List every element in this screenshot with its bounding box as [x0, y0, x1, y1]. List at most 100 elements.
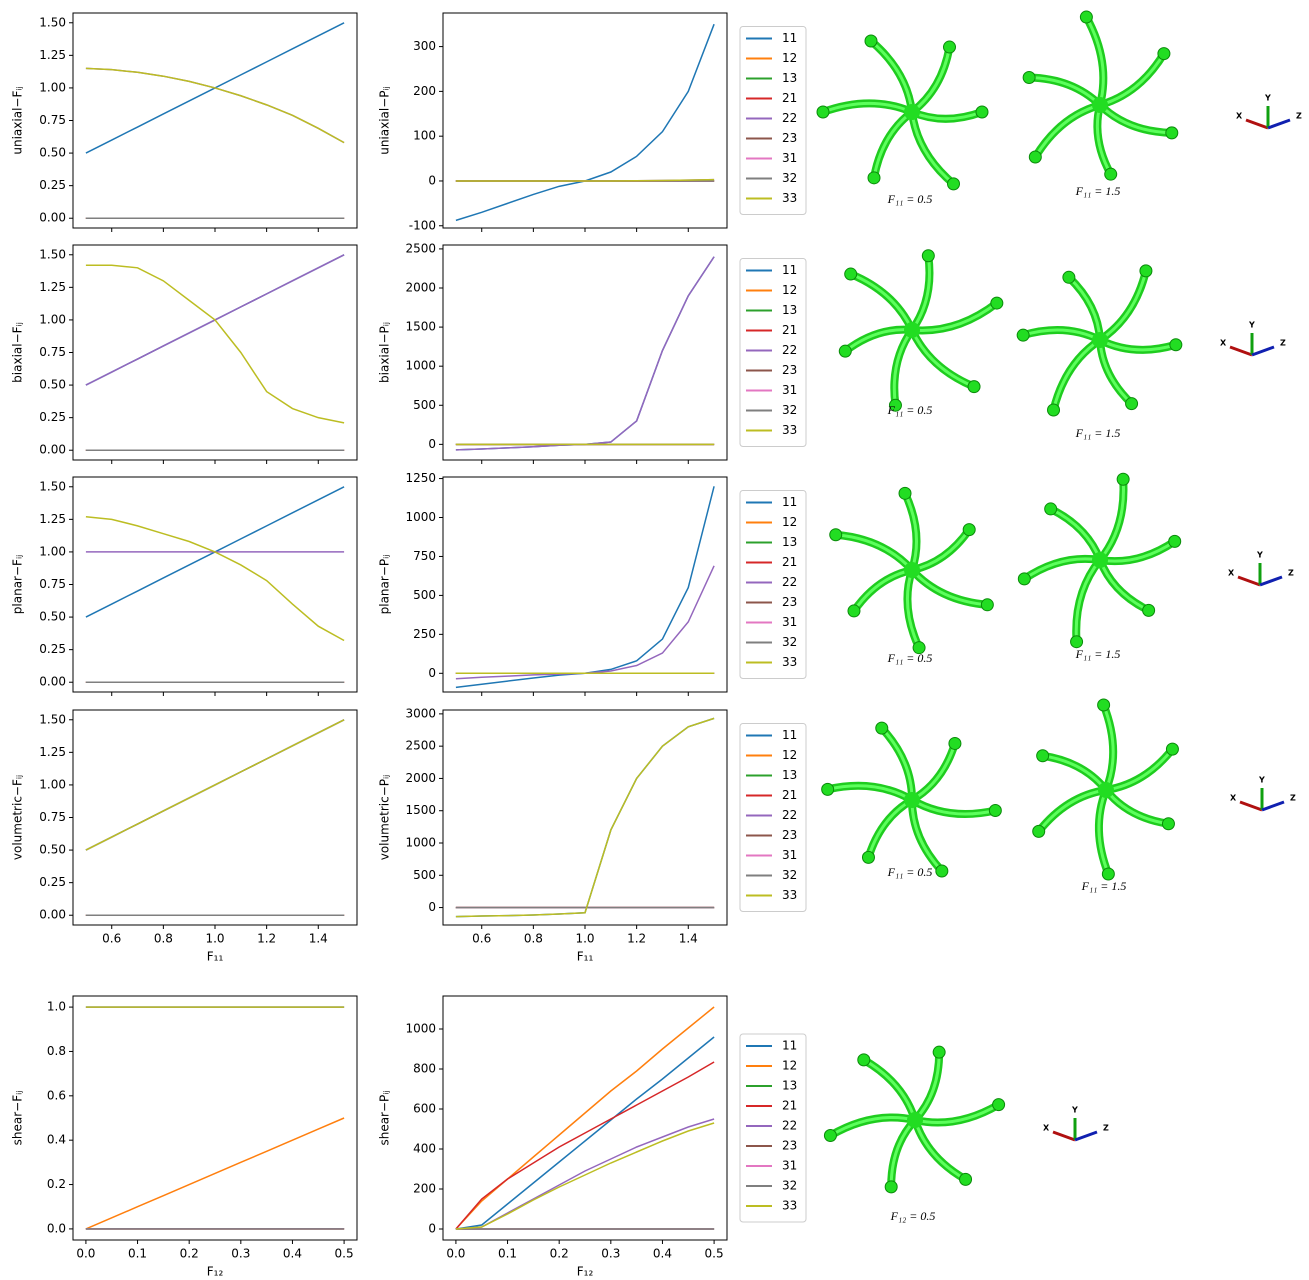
strut: [846, 270, 916, 334]
series-line: [85, 719, 345, 851]
strut-end: [875, 721, 889, 735]
strut-end: [1165, 126, 1179, 140]
strut-end: [980, 598, 994, 612]
axes-frame: [72, 476, 358, 693]
triad-x: [1229, 345, 1253, 357]
triad-label: X: [1230, 794, 1237, 803]
node: [1092, 552, 1108, 568]
series-line: [455, 256, 715, 451]
legend-label: 13: [782, 1079, 797, 1093]
strut-end: [847, 604, 861, 618]
strut-highlight: [911, 798, 996, 816]
y-tick-label: 1.50: [39, 247, 66, 261]
legend-label: 31: [782, 151, 797, 165]
structure-render: [816, 34, 989, 191]
y-tick-label: 0.50: [39, 843, 66, 857]
legend-label: 33: [782, 1199, 797, 1213]
series-line: [455, 717, 715, 918]
legend-label: 21: [782, 323, 797, 337]
strut: [1025, 73, 1104, 109]
structure-render: [1032, 698, 1179, 881]
axes-frame: [72, 244, 358, 461]
strut-end: [992, 1098, 1006, 1112]
triad-z: [1074, 1130, 1098, 1142]
y-tick-label: 1.25: [39, 280, 66, 294]
strut-end: [943, 40, 956, 54]
axes-frame: [72, 709, 358, 926]
legend-label: 12: [782, 748, 797, 762]
strut-end: [948, 736, 962, 750]
x-tick-label: 0.2: [550, 1247, 569, 1261]
legend-label: 12: [782, 515, 797, 529]
strut-end: [1125, 397, 1139, 411]
y-tick-label: 1.50: [39, 15, 66, 29]
y-tick-label: 0.6: [47, 1088, 66, 1102]
legend-label: 32: [782, 635, 797, 649]
legend-box: [739, 26, 807, 215]
strut-end: [1070, 635, 1084, 649]
y-tick-label: 100: [413, 129, 436, 143]
strut-highlight: [1085, 16, 1105, 106]
x-tick-label: 0.8: [154, 932, 173, 946]
legend-label: 32: [782, 403, 797, 417]
y-axis-label: volumetric−Fᵢⱼ: [11, 775, 25, 860]
y-tick-label: 300: [413, 39, 436, 53]
y-tick-label: 2000: [405, 771, 436, 785]
structure-render: [829, 486, 994, 655]
triad-label: Z: [1280, 339, 1286, 348]
structure-render: [823, 1045, 1006, 1194]
strut-highlight: [910, 568, 988, 607]
node: [904, 104, 920, 120]
strut-highlight: [850, 272, 914, 331]
y-tick-label: 0.00: [39, 211, 66, 225]
x-tick-label: 0.5: [335, 1247, 354, 1261]
render-caption: F₁₁ = 1.5: [1081, 879, 1127, 893]
axis-triad: X Y Z: [1230, 776, 1296, 812]
x-tick-label: 0.1: [498, 1247, 517, 1261]
legend-box: [739, 258, 807, 447]
y-tick-label: 1000: [405, 359, 436, 373]
legend-label: 23: [782, 828, 797, 842]
strut-end: [1116, 472, 1130, 486]
triad-label: Y: [1264, 94, 1271, 103]
strut-highlight: [914, 1103, 1000, 1124]
strut: [1046, 504, 1104, 564]
legend-label: 11: [782, 31, 797, 45]
triad-z: [1261, 800, 1285, 812]
axis-triad: X Y Z: [1236, 94, 1302, 130]
legend-label: 33: [782, 191, 797, 205]
strut-end: [975, 105, 989, 119]
y-tick-label: 0.25: [39, 875, 66, 889]
render-caption: F₁₁ = 1.5: [1075, 184, 1121, 198]
x-axis-label: F₁₁: [207, 950, 224, 964]
triad-label: X: [1220, 339, 1227, 348]
x-axis-label: F₁₂: [577, 1265, 594, 1279]
series-line: [85, 515, 345, 642]
strut-end: [884, 1180, 898, 1194]
series-line: [455, 717, 715, 918]
strut-end: [864, 34, 878, 48]
strut-end: [1022, 71, 1036, 85]
strut-highlight: [1097, 789, 1110, 875]
legend-label: 21: [782, 1099, 797, 1113]
legend-label: 31: [782, 848, 797, 862]
legend-label: 22: [782, 1119, 797, 1133]
legend-label: 21: [782, 91, 797, 105]
structure-render: [1016, 264, 1183, 417]
legend-label: 22: [782, 111, 797, 125]
strut: [864, 796, 916, 862]
strut-highlight: [835, 533, 914, 572]
strut-end: [1047, 403, 1061, 417]
y-tick-label: 0.50: [39, 378, 66, 392]
y-tick-label: 1.00: [39, 777, 66, 791]
legend-label: 21: [782, 788, 797, 802]
strut-end: [1079, 10, 1093, 24]
strut-highlight: [829, 1115, 916, 1137]
strut: [1031, 101, 1104, 162]
legend-label: 31: [782, 1159, 797, 1173]
x-tick-label: 1.4: [679, 932, 698, 946]
triad-label: X: [1228, 569, 1235, 578]
y-tick-label: 1.00: [39, 312, 66, 326]
strut-end: [1139, 264, 1153, 278]
legend-label: 32: [782, 868, 797, 882]
